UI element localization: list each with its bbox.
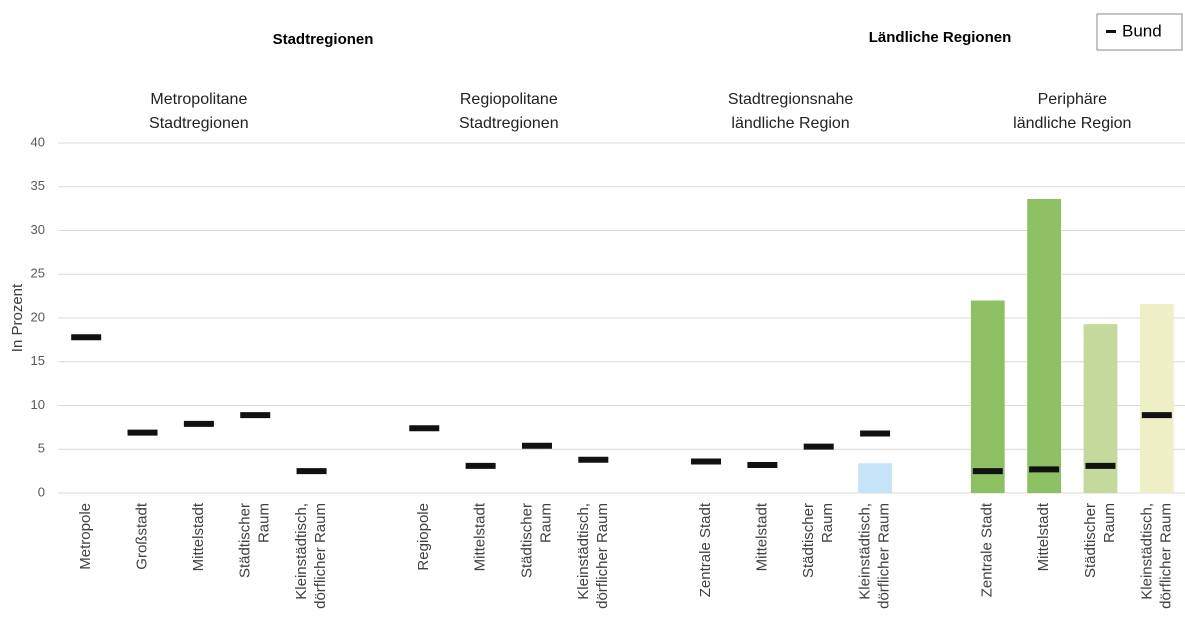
x-tick-label: Raum (537, 503, 554, 543)
y-tick-label: 10 (31, 397, 45, 412)
bar (1139, 304, 1174, 493)
y-tick-label: 15 (31, 353, 45, 368)
y-tick-label: 0 (38, 484, 45, 499)
subgroup-label: ländliche Region (731, 115, 849, 132)
bund-marker (1029, 466, 1060, 473)
x-tick-label: Raum (1101, 503, 1118, 543)
legend-label: Bund (1122, 21, 1162, 40)
bund-marker (803, 443, 834, 450)
x-tick-label: dörflicher Raum (1157, 503, 1174, 609)
subgroup-label: Regiopolitane (460, 91, 558, 108)
bund-marker (71, 334, 102, 341)
x-tick-label: Mittelstadt (753, 502, 770, 571)
x-tick-label: Großstadt (133, 502, 150, 570)
x-tick-label: dörflicher Raum (312, 503, 329, 609)
y-tick-label: 25 (31, 266, 45, 281)
bund-marker (240, 412, 271, 419)
x-tick-label: Städtischer (800, 503, 817, 578)
x-tick-label: dörflicher Raum (876, 503, 893, 609)
y-tick-label: 40 (31, 134, 45, 149)
x-tick-label: Kleinstädtisch, (857, 503, 874, 600)
x-tick-label: Metropole (77, 503, 94, 570)
x-tick-label: Städtischer (518, 503, 535, 578)
subgroup-label: Stadtregionen (149, 115, 249, 132)
y-tick-label: 30 (31, 222, 45, 237)
subgroup-label: Periphäre (1038, 91, 1107, 108)
y-axis-label: In Prozent (9, 283, 26, 352)
y-tick-label: 5 (38, 441, 45, 456)
y-tick-label: 20 (31, 309, 45, 324)
x-tick-label: Zentrale Stadt (697, 502, 714, 597)
bar (858, 463, 892, 493)
x-tick-label: Regiopole (415, 503, 432, 571)
bar (1027, 199, 1062, 493)
group-label: Ländliche Regionen (869, 29, 1012, 46)
legend-marker (1106, 30, 1116, 33)
x-tick-label: Zentrale Stadt (979, 502, 996, 597)
x-tick-label: Kleinstädtisch, (1138, 503, 1155, 600)
bund-marker (127, 429, 158, 436)
x-tick-label: Städtischer (1082, 503, 1099, 578)
x-tick-label: Kleinstädtisch, (293, 503, 310, 600)
bund-marker (465, 462, 496, 469)
x-tick-label: Mittelstadt (472, 502, 489, 571)
bund-marker (691, 458, 722, 465)
bund-marker (1085, 462, 1116, 469)
x-tick-label: Mittelstadt (1035, 502, 1052, 571)
bund-marker (409, 425, 440, 432)
x-tick-label: Raum (819, 503, 836, 543)
subgroup-label: Stadtregionsnahe (728, 91, 854, 108)
bund-marker (296, 468, 327, 475)
x-tick-label: Raum (256, 503, 273, 543)
bar (970, 300, 1005, 493)
bund-marker (578, 456, 609, 463)
bund-marker (972, 468, 1003, 475)
y-tick-label: 35 (31, 178, 45, 193)
bund-marker (521, 442, 552, 449)
subgroup-label: ländliche Region (1013, 115, 1131, 132)
bund-marker (1141, 412, 1172, 419)
x-tick-label: dörflicher Raum (594, 503, 611, 609)
x-tick-label: Mittelstadt (190, 502, 207, 571)
bund-marker (183, 420, 214, 427)
subgroup-label: Stadtregionen (459, 115, 559, 132)
bund-marker (860, 430, 891, 437)
group-label: Stadtregionen (273, 31, 374, 48)
x-tick-label: Städtischer (237, 503, 254, 578)
x-tick-label: Kleinstädtisch, (575, 503, 592, 600)
subgroup-label: Metropolitane (150, 91, 247, 108)
bund-marker (747, 462, 778, 468)
